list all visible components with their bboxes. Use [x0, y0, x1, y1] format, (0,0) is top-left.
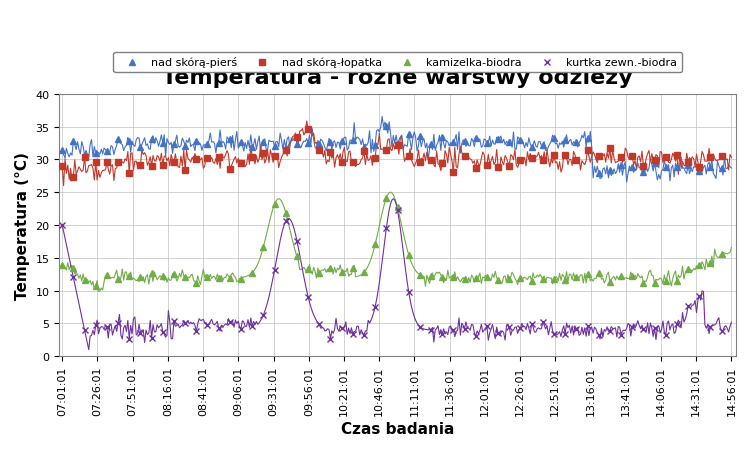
Line: kurtka zewn.-biodra: kurtka zewn.-biodra — [59, 208, 724, 342]
kamizelka-biodra — [259, 244, 268, 250]
Title: Temperatura - różne warstwy odzieży: Temperatura - różne warstwy odzieży — [162, 66, 633, 87]
kurtka zewn.-biodra — [493, 331, 502, 336]
nad skórą-pierś — [247, 145, 256, 150]
kamizelka-biodra — [180, 275, 190, 280]
nad skórą-pierś — [483, 141, 492, 147]
nad skórą-łopatka — [493, 165, 502, 170]
kurtka zewn.-biodra — [293, 239, 302, 244]
Line: nad skórą-pierś: nad skórą-pierś — [59, 124, 724, 176]
Y-axis label: Temperatura (°C): Temperatura (°C) — [15, 152, 30, 299]
nad skórą-pierś — [169, 142, 178, 147]
kamizelka-biodra — [58, 263, 67, 268]
kurtka zewn.-biodra — [180, 320, 190, 326]
Line: nad skórą-łopatka: nad skórą-łopatka — [59, 127, 724, 180]
Line: kamizelka-biodra: kamizelka-biodra — [59, 196, 724, 289]
nad skórą-łopatka — [69, 175, 78, 180]
kamizelka-biodra — [717, 252, 726, 258]
kurtka zewn.-biodra — [717, 329, 726, 334]
nad skórą-łopatka — [237, 161, 246, 166]
kurtka zewn.-biodra — [259, 313, 268, 318]
nad skórą-pierś — [594, 171, 603, 176]
nad skórą-łopatka — [259, 151, 268, 156]
nad skórą-pierś — [58, 148, 67, 153]
kamizelka-biodra — [293, 254, 302, 260]
kamizelka-biodra — [91, 283, 100, 289]
Legend: nad skórą-pierś, nad skórą-łopatka, kamizelka-biodra, kurtka zewn.-biodra: nad skórą-pierś, nad skórą-łopatka, kami… — [114, 53, 682, 73]
kamizelka-biodra — [281, 211, 290, 216]
nad skórą-pierś — [382, 124, 391, 130]
nad skórą-łopatka — [58, 164, 67, 169]
kurtka zewn.-biodra — [125, 336, 134, 342]
kurtka zewn.-biodra — [237, 326, 246, 331]
kurtka zewn.-biodra — [281, 219, 290, 224]
nad skórą-pierś — [717, 166, 726, 171]
nad skórą-łopatka — [281, 148, 290, 153]
nad skórą-łopatka — [180, 168, 190, 174]
kamizelka-biodra — [382, 196, 391, 201]
nad skórą-łopatka — [304, 127, 313, 133]
nad skórą-łopatka — [293, 135, 302, 141]
kurtka zewn.-biodra — [58, 223, 67, 228]
X-axis label: Czas badania: Czas badania — [341, 421, 454, 436]
kamizelka-biodra — [493, 277, 502, 283]
nad skórą-pierś — [226, 137, 235, 142]
kurtka zewn.-biodra — [393, 208, 402, 213]
nad skórą-łopatka — [717, 153, 726, 159]
nad skórą-pierś — [270, 144, 279, 150]
kamizelka-biodra — [237, 277, 246, 282]
nad skórą-pierś — [281, 146, 290, 152]
